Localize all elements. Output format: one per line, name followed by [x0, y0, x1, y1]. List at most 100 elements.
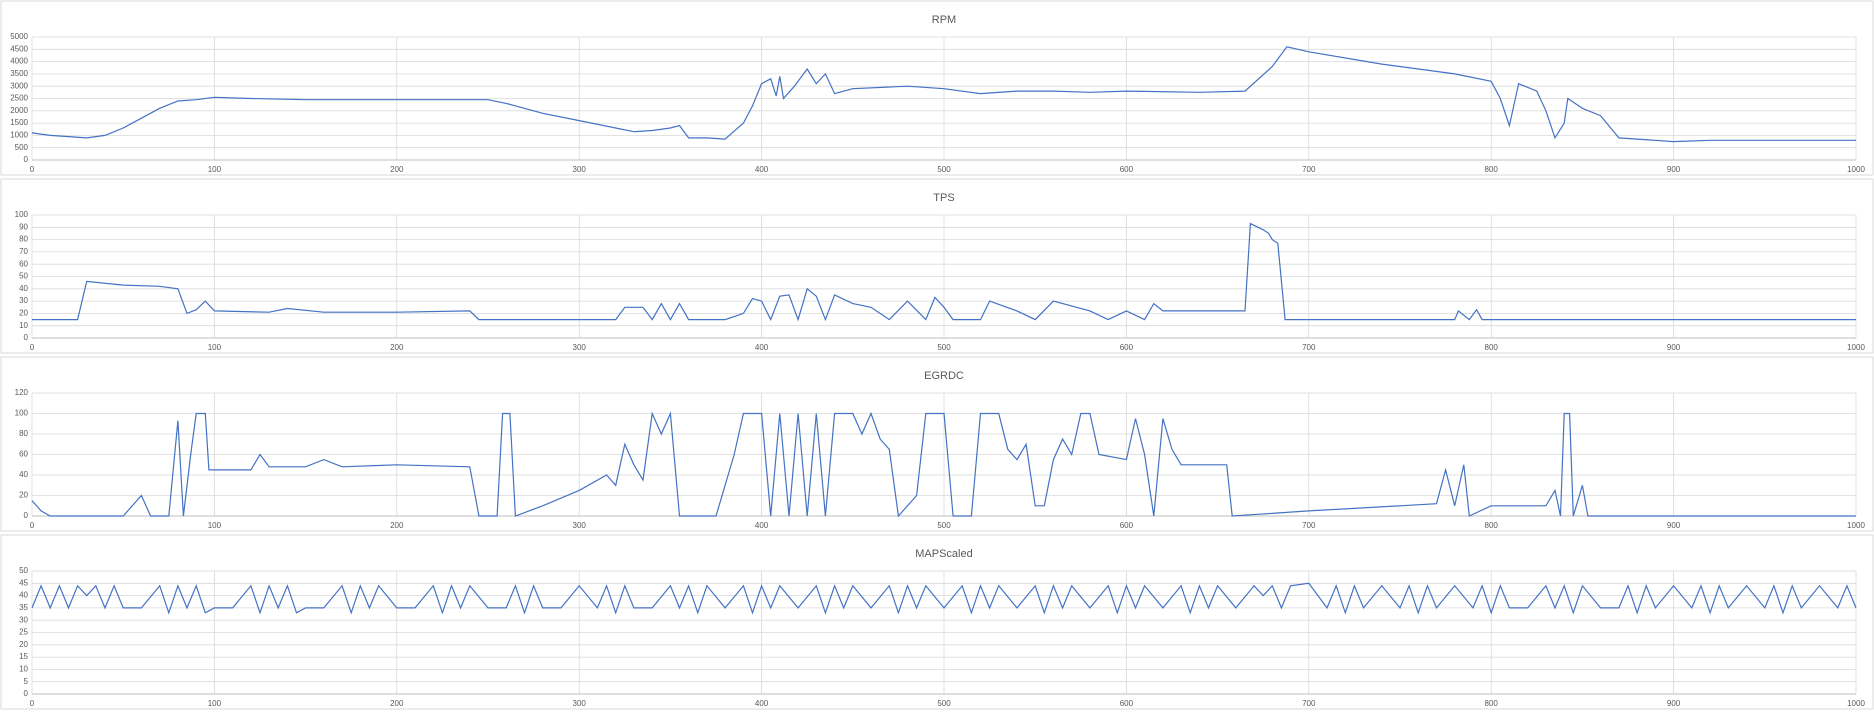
y-tick-label: 5000	[10, 32, 28, 41]
y-tick-label: 2500	[10, 94, 28, 103]
x-tick-label: 800	[1485, 343, 1499, 352]
y-tick-label: 70	[19, 247, 28, 256]
x-tick-label: 700	[1302, 343, 1316, 352]
y-tick-label: 4000	[10, 57, 28, 66]
x-tick-label: 700	[1302, 699, 1316, 708]
y-tick-label: 0	[24, 689, 29, 698]
y-tick-label: 4500	[10, 44, 28, 53]
y-tick-label: 0	[24, 511, 29, 520]
x-tick-label: 200	[390, 521, 404, 530]
x-tick-label: 100	[208, 521, 222, 530]
y-tick-label: 10	[19, 665, 28, 674]
y-tick-label: 100	[15, 210, 29, 219]
x-tick-label: 0	[30, 699, 35, 708]
x-tick-label: 900	[1667, 699, 1681, 708]
y-tick-label: 120	[15, 388, 29, 397]
x-tick-label: 200	[390, 343, 404, 352]
y-tick-label: 20	[19, 309, 28, 318]
chart-title: EGRDC	[924, 370, 964, 382]
x-tick-label: 500	[937, 521, 951, 530]
x-tick-label: 800	[1485, 521, 1499, 530]
y-tick-label: 1000	[10, 131, 28, 140]
y-tick-label: 25	[19, 628, 28, 637]
x-tick-label: 900	[1667, 521, 1681, 530]
x-tick-label: 700	[1302, 521, 1316, 530]
y-tick-label: 5	[24, 677, 29, 686]
y-tick-label: 50	[19, 566, 28, 575]
data-line	[31, 411, 1856, 518]
x-tick-label: 1000	[1847, 343, 1865, 352]
y-tick-label: 50	[19, 272, 28, 281]
x-tick-label: 0	[30, 521, 35, 530]
x-tick-label: 500	[937, 699, 951, 708]
x-tick-label: 100	[208, 343, 222, 352]
x-tick-label: 900	[1667, 165, 1681, 174]
x-tick-label: 400	[755, 343, 769, 352]
y-tick-label: 35	[19, 603, 28, 612]
x-tick-label: 400	[755, 521, 769, 530]
x-tick-label: 1000	[1847, 521, 1865, 530]
y-tick-label: 40	[19, 470, 28, 479]
chart-frame	[0, 534, 1874, 710]
x-tick-label: 300	[573, 343, 587, 352]
chart-title: RPM	[932, 14, 956, 26]
y-tick-label: 40	[19, 591, 28, 600]
data-line	[31, 46, 1856, 143]
y-tick-label: 20	[19, 640, 28, 649]
x-tick-label: 1000	[1847, 165, 1865, 174]
y-tick-label: 60	[19, 450, 28, 459]
y-tick-label: 3500	[10, 69, 28, 78]
y-tick-label: 100	[15, 409, 29, 418]
x-tick-label: 600	[1120, 521, 1134, 530]
x-tick-label: 300	[573, 165, 587, 174]
x-tick-label: 600	[1120, 343, 1134, 352]
chart-title: TPS	[933, 192, 954, 204]
chart: EGRDC 0 20 40 60 80 100 120 0 100 200 300 400 500 600 7…	[0, 356, 1874, 532]
x-tick-label: 700	[1302, 165, 1316, 174]
y-tick-label: 15	[19, 652, 28, 661]
y-tick-label: 1500	[10, 118, 28, 127]
y-tick-label: 90	[19, 222, 28, 231]
x-tick-label: 300	[573, 699, 587, 708]
x-tick-label: 200	[390, 699, 404, 708]
y-tick-label: 80	[19, 235, 28, 244]
y-tick-label: 30	[19, 296, 28, 305]
chart-title: MAPScaled	[915, 548, 972, 560]
y-tick-label: 45	[19, 578, 28, 587]
x-tick-label: 100	[208, 699, 222, 708]
y-tick-label: 40	[19, 284, 28, 293]
y-tick-label: 60	[19, 259, 28, 268]
x-tick-label: 300	[573, 521, 587, 530]
y-tick-label: 500	[15, 143, 29, 152]
x-tick-label: 200	[390, 165, 404, 174]
y-tick-label: 80	[19, 429, 28, 438]
y-tick-label: 10	[19, 321, 28, 330]
x-tick-label: 1000	[1847, 699, 1865, 708]
x-tick-label: 500	[937, 343, 951, 352]
x-tick-label: 100	[208, 165, 222, 174]
x-tick-label: 0	[30, 165, 35, 174]
y-tick-label: 3000	[10, 81, 28, 90]
x-tick-label: 600	[1120, 165, 1134, 174]
chart-frame	[0, 178, 1874, 354]
x-tick-label: 400	[755, 699, 769, 708]
x-tick-label: 600	[1120, 699, 1134, 708]
chart: RPM0500100015002000250030003500400045005…	[0, 0, 1874, 176]
x-tick-label: 500	[937, 165, 951, 174]
chart-frame	[0, 356, 1874, 532]
x-tick-label: 900	[1667, 343, 1681, 352]
x-tick-label: 800	[1485, 699, 1499, 708]
y-tick-label: 2000	[10, 106, 28, 115]
y-tick-label: 0	[24, 155, 29, 164]
x-tick-label: 400	[755, 165, 769, 174]
x-tick-label: 800	[1485, 165, 1499, 174]
data-line	[32, 222, 1856, 322]
y-tick-label: 0	[24, 333, 29, 342]
y-tick-label: 30	[19, 615, 28, 624]
x-tick-label: 0	[30, 343, 35, 352]
data-line	[31, 582, 1857, 615]
